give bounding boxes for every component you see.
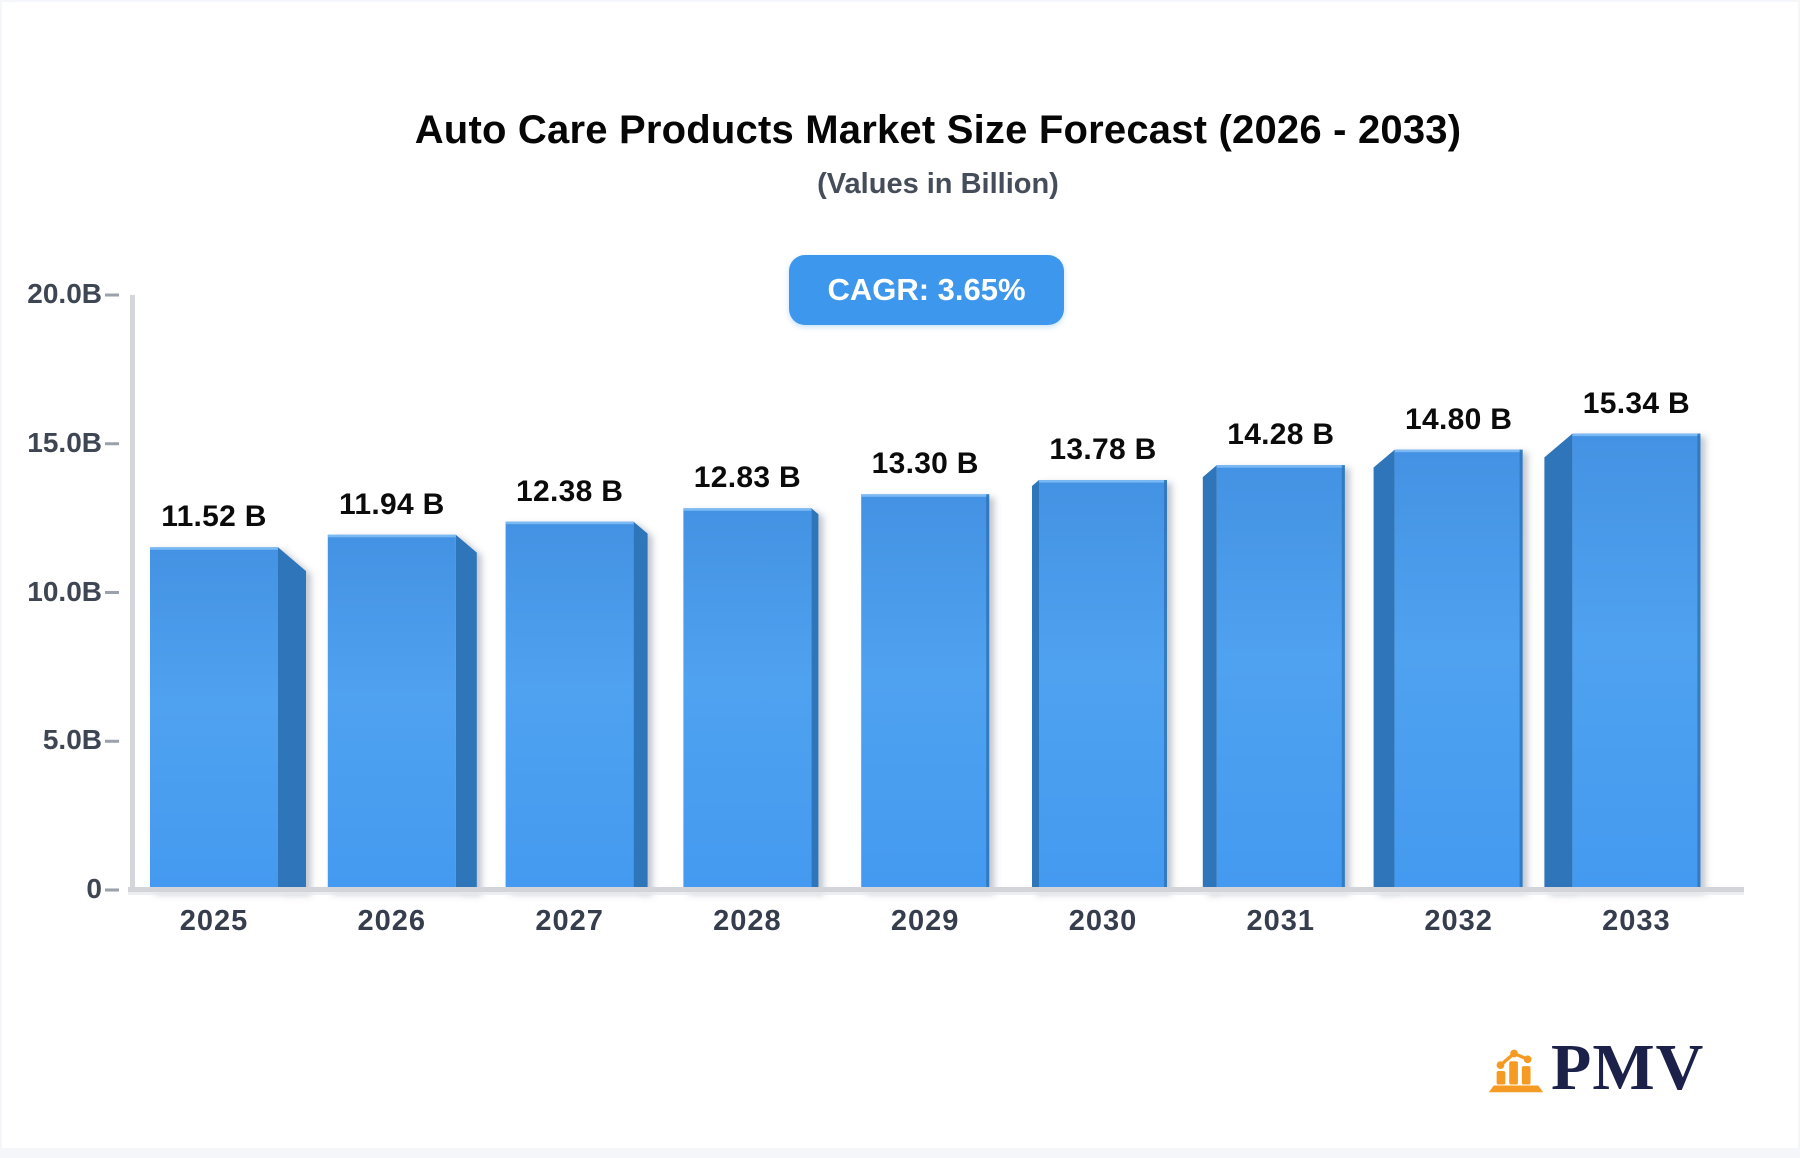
pmv-logo: PMV [1485,1032,1765,1108]
bar-value-label-2026: 11.94 B [339,487,445,521]
bar-value-label-2033: 15.34 B [1582,386,1690,420]
x-axis-label-2031: 2031 [1246,905,1316,937]
bar-value-label-2027: 12.38 B [516,474,624,508]
bar-value-label-2025: 11.52 B [161,500,267,534]
bar-value-label-2030: 13.78 B [1049,433,1157,467]
x-axis-label-2028: 2028 [713,905,782,937]
x-axis-label-2029: 2029 [890,905,960,937]
bar-value-label-2031: 14.28 B [1227,418,1335,452]
chart-title: Auto Care Products Market Size Forecast … [414,108,1462,152]
bar-value-label-2028: 12.83 B [693,461,801,495]
x-axis-label-2027: 2027 [535,905,604,937]
x-axis-label-2025: 2025 [179,905,249,937]
bar-value-label-2029: 13.30 B [871,447,979,481]
y-axis-tick-label: 15.0B [27,426,102,458]
chart-subtitle: (Values in Billion) [817,168,1059,200]
y-axis-tick-label: 5.0B [42,724,102,756]
x-axis-label-2033: 2033 [1602,905,1671,937]
x-axis-label-2026: 2026 [357,905,427,937]
logo-text: PMV [1551,1031,1705,1104]
y-axis-tick-label: 0 [86,873,102,904]
bar-value-label-2032: 14.80 B [1405,402,1513,436]
cagr-badge: CAGR: 3.65% [789,255,1064,325]
x-axis-label-2030: 2030 [1068,905,1138,937]
bar-chart-logo-icon [1488,1049,1544,1093]
y-axis-tick-label: 10.0B [27,575,102,607]
x-axis-label-2032: 2032 [1424,905,1493,937]
y-axis-tick-label: 20.0B [27,278,102,309]
